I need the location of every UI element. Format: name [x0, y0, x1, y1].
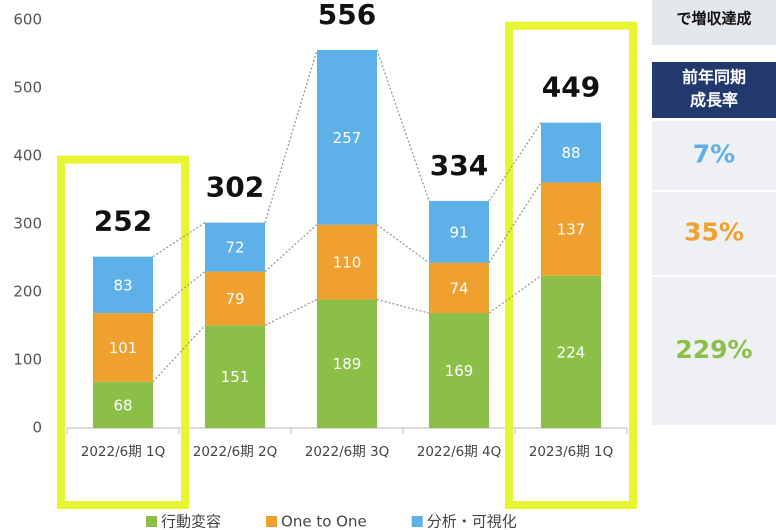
connector — [152, 324, 206, 383]
connector — [264, 49, 318, 223]
bar-segment — [317, 49, 377, 225]
panel-title: 成長率 — [690, 91, 738, 110]
bar-segment — [429, 262, 489, 314]
y-tick-label: 0 — [32, 419, 42, 437]
highlight-box — [505, 21, 637, 510]
bar-segment — [93, 313, 153, 382]
bar-segment — [541, 182, 601, 276]
legend-swatch — [266, 516, 278, 527]
growth-rate: 35% — [684, 218, 744, 247]
y-tick-label: 100 — [13, 351, 42, 369]
legend-label: 行動変容 — [161, 513, 221, 530]
connector — [488, 122, 542, 202]
bar-segment — [429, 313, 489, 428]
connector — [376, 49, 430, 202]
bar-segment — [205, 271, 265, 326]
x-tick-label: 2023/6期 1Q — [529, 444, 614, 460]
legend-label: 分析・可視化 — [427, 513, 517, 530]
total-label: 556 — [318, 0, 376, 31]
connector — [488, 182, 542, 264]
growth-rate: 229% — [675, 335, 752, 364]
total-label: 302 — [206, 171, 264, 204]
value-label: 83 — [113, 276, 132, 294]
panel-header: で増収達成 — [676, 10, 751, 28]
legend-swatch — [411, 516, 423, 527]
bar-segment — [429, 200, 489, 263]
y-tick-label: 400 — [13, 147, 42, 165]
bar-segment — [317, 224, 377, 300]
connector — [152, 222, 206, 258]
x-tick-label: 2022/6期 1Q — [81, 444, 166, 460]
value-label: 74 — [449, 279, 468, 297]
total-label: 252 — [94, 205, 152, 238]
growth-rate: 7% — [693, 140, 735, 169]
y-tick-label: 600 — [13, 11, 42, 29]
bar-segment — [93, 256, 153, 314]
value-label: 88 — [561, 144, 580, 162]
y-tick-label: 200 — [13, 283, 42, 301]
connector — [152, 271, 206, 314]
value-label: 189 — [333, 355, 362, 373]
value-label: 224 — [557, 343, 586, 361]
x-tick-label: 2022/6期 2Q — [193, 444, 278, 460]
legend-swatch — [146, 516, 157, 527]
y-tick-label: 500 — [13, 79, 42, 97]
connector — [264, 298, 318, 326]
legend-label: One to One — [281, 513, 367, 530]
bar-segment — [541, 275, 601, 428]
total-label: 449 — [542, 71, 600, 104]
value-label: 101 — [109, 339, 138, 357]
value-label: 169 — [445, 362, 474, 380]
panel-title: 前年同期 — [682, 68, 746, 87]
value-label: 72 — [225, 239, 244, 257]
panel-title-bg — [652, 62, 776, 118]
value-label: 91 — [449, 223, 468, 241]
y-tick-label: 300 — [13, 215, 42, 233]
value-label: 79 — [225, 290, 244, 308]
value-label: 68 — [113, 396, 132, 414]
panel-header-bg — [652, 0, 776, 45]
bar-segment — [541, 122, 601, 183]
connector — [488, 275, 542, 314]
value-label: 110 — [333, 254, 362, 272]
total-label: 334 — [430, 149, 488, 182]
bar-segment — [93, 381, 153, 428]
panel-row — [652, 192, 776, 275]
bar-segment — [317, 299, 377, 428]
panel-row — [652, 121, 776, 190]
connector — [264, 224, 318, 273]
connector — [376, 224, 430, 264]
x-tick-label: 2022/6期 3Q — [305, 444, 390, 460]
bar-segment — [205, 222, 265, 272]
connector — [376, 298, 430, 314]
x-tick-label: 2022/6期 4Q — [417, 444, 502, 460]
highlight-box — [57, 155, 189, 509]
panel-row — [652, 277, 776, 425]
value-label: 257 — [333, 129, 362, 147]
value-label: 151 — [221, 368, 250, 386]
bar-segment — [205, 325, 265, 428]
value-label: 137 — [557, 221, 586, 239]
